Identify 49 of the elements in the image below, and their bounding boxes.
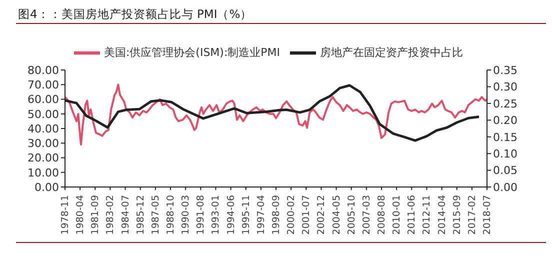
x-tick-label: 2010-01 <box>392 195 403 235</box>
x-tick-label: 2008-08 <box>376 195 388 235</box>
x-tick-label: 2015-09 <box>452 195 463 235</box>
x-tick-label: 1985-12 <box>135 195 146 235</box>
y2-tick-label: 0.05 <box>493 164 518 178</box>
y2-tick-label: 0.25 <box>493 97 518 110</box>
x-tick-label: 2014-04 <box>436 195 448 235</box>
x-tick-label: 1978-11 <box>60 195 71 235</box>
x-tick-label: 2012-11 <box>422 195 433 235</box>
y-tick-label: 30.00 <box>28 137 59 150</box>
y-tick-label: 80.00 <box>28 64 59 77</box>
y-tick-label: 40.00 <box>28 122 59 136</box>
x-tick-label: 2005-10 <box>346 195 358 235</box>
x-tick-label: 1983-02 <box>105 195 116 235</box>
x-tick-label: 1987-05 <box>150 195 162 235</box>
y-tick-label: 50.00 <box>28 108 59 121</box>
y2-tick-label: 0.20 <box>493 114 518 128</box>
chart-title: 图4：：美国房地产投资额占比与 PMI（%） <box>18 7 252 22</box>
x-tick-label: 1984-07 <box>120 195 132 235</box>
x-tick-label: 2000-02 <box>286 195 298 235</box>
y2-tick-label: 0.10 <box>493 147 518 160</box>
y-tick-label: 20.00 <box>28 152 59 165</box>
y2-tick-label: 0.00 <box>493 180 518 194</box>
y2-tick-label: 0.30 <box>493 80 518 94</box>
legend-label: 美国:供应管理协会(ISM):制造业PMI <box>104 46 280 60</box>
x-tick-label: 1997-04 <box>256 195 267 235</box>
x-tick-label: 1998-09 <box>271 195 282 235</box>
x-tick-label: 2007-03 <box>361 195 372 235</box>
x-tick-label: 2018-07 <box>482 195 493 235</box>
y-tick-label: 10.00 <box>28 166 59 180</box>
x-tick-label: 2004-05 <box>331 195 342 235</box>
x-tick-label: 1981-09 <box>90 195 102 235</box>
x-tick-label: 2011-06 <box>406 195 418 235</box>
y2-tick-label: 0.35 <box>493 64 518 77</box>
x-tick-label: 2002-12 <box>316 195 328 235</box>
x-tick-label: 1991-08 <box>196 195 207 235</box>
x-tick-label: 1994-06 <box>226 195 237 235</box>
x-tick-label: 1980-04 <box>75 195 86 235</box>
x-tick-label: 1993-01 <box>210 195 222 235</box>
y2-tick-label: 0.15 <box>493 130 518 144</box>
x-tick-label: 1995-11 <box>240 195 252 235</box>
y-tick-label: 60.00 <box>28 93 59 106</box>
x-tick-label: 1990-03 <box>180 195 192 235</box>
x-tick-label: 1988-10 <box>166 195 176 235</box>
y-tick-label: 0.00 <box>34 180 59 194</box>
legend-label: 房地产在固定资产投资中占比 <box>320 46 464 60</box>
x-tick-label: 2001-07 <box>301 195 312 235</box>
y-tick-label: 70.00 <box>28 78 59 92</box>
x-tick-label: 2017-02 <box>466 195 478 235</box>
